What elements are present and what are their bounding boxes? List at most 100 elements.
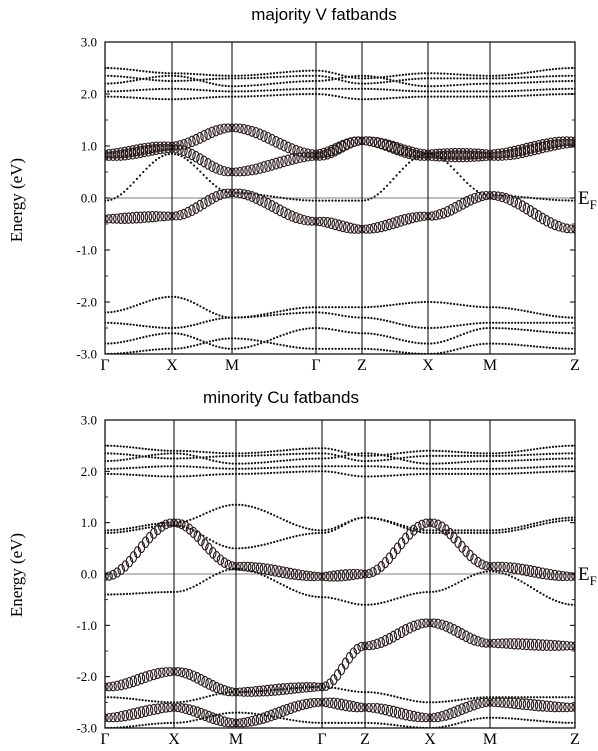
- band-point: [158, 79, 161, 82]
- band-point: [476, 717, 479, 720]
- band-point: [110, 90, 113, 93]
- band-point: [189, 324, 192, 327]
- band-point: [231, 691, 234, 694]
- fatband-marker: [113, 711, 121, 723]
- band-point: [529, 311, 533, 314]
- band-point: [364, 306, 367, 309]
- band-point: [561, 601, 564, 605]
- band-point: [158, 326, 161, 329]
- band-point: [107, 90, 110, 93]
- band-point: [196, 167, 199, 170]
- band-point: [526, 458, 529, 462]
- band-point: [234, 316, 237, 319]
- band-point: [129, 697, 132, 700]
- fatband-marker: [446, 622, 454, 634]
- band-point: [273, 453, 276, 456]
- band-point: [125, 458, 129, 461]
- band-point: [285, 471, 289, 474]
- band-point: [435, 701, 438, 704]
- band-point: [507, 717, 510, 720]
- band-point: [231, 547, 234, 550]
- band-point: [564, 74, 567, 77]
- band-point: [305, 457, 308, 460]
- band-point: [324, 75, 327, 78]
- band-point: [317, 457, 320, 460]
- band-point: [196, 303, 199, 306]
- band-point: [376, 81, 379, 84]
- band-point: [119, 341, 123, 344]
- band-point: [507, 77, 510, 80]
- fatband-marker: [542, 568, 551, 580]
- fatband-marker: [327, 146, 336, 159]
- band-point: [218, 77, 221, 80]
- band-point: [330, 686, 333, 689]
- band-point: [498, 531, 501, 534]
- band-point: [305, 686, 308, 689]
- band-point: [285, 308, 288, 312]
- band-point: [389, 723, 393, 726]
- band-point: [192, 698, 195, 702]
- band-point: [446, 339, 449, 342]
- fatband-marker: [559, 702, 567, 713]
- band-point: [485, 696, 488, 699]
- band-point: [212, 509, 215, 512]
- fatband-marker: [510, 196, 519, 208]
- fatband-marker: [474, 151, 483, 162]
- band-point: [463, 467, 466, 470]
- band-point: [263, 510, 266, 513]
- band-point: [158, 297, 161, 300]
- band-point: [463, 460, 466, 464]
- band-point: [311, 447, 314, 450]
- band-point: [430, 77, 433, 80]
- band-point: [340, 472, 343, 475]
- band-point: [110, 531, 113, 534]
- band-point: [558, 517, 561, 520]
- band-point: [292, 458, 295, 461]
- fatband-marker: [482, 151, 490, 162]
- band-point: [376, 459, 380, 462]
- band-point: [561, 87, 564, 90]
- band-point: [231, 503, 234, 506]
- fatband-marker: [145, 531, 154, 544]
- band-point: [225, 455, 228, 458]
- band-point: [218, 713, 221, 716]
- k-point-label: Z: [570, 357, 580, 374]
- band-point: [308, 594, 311, 597]
- band-point: [238, 472, 241, 475]
- band-point: [523, 459, 526, 462]
- band-point: [539, 471, 542, 474]
- band-point: [523, 582, 526, 585]
- band-point: [218, 95, 221, 98]
- fatband-marker: [405, 709, 414, 722]
- fatband-marker: [366, 136, 374, 147]
- band-point: [254, 690, 257, 693]
- band-point: [227, 316, 230, 319]
- band-point: [548, 93, 551, 96]
- band-point: [237, 337, 240, 340]
- band-point: [305, 470, 308, 473]
- band-point: [412, 450, 415, 453]
- band-point: [328, 76, 331, 79]
- fatband-marker: [563, 702, 571, 713]
- band-point: [167, 332, 170, 335]
- band-point: [125, 530, 129, 533]
- band-point: [456, 77, 459, 80]
- band-point: [334, 72, 337, 75]
- band-point: [334, 87, 337, 90]
- fatband-marker: [192, 150, 200, 163]
- fatband-marker: [188, 204, 196, 217]
- band-point: [256, 84, 259, 87]
- band-point: [263, 454, 266, 457]
- band-point: [138, 456, 141, 459]
- band-point: [295, 93, 298, 96]
- band-point: [225, 545, 228, 549]
- band-point: [570, 603, 574, 606]
- band-point: [244, 452, 247, 455]
- band-point: [567, 470, 570, 473]
- band-point: [479, 74, 482, 77]
- band-point: [196, 338, 199, 341]
- band-point: [447, 700, 450, 703]
- band-point: [148, 70, 151, 73]
- fatband-marker: [164, 211, 172, 221]
- band-point: [548, 470, 551, 473]
